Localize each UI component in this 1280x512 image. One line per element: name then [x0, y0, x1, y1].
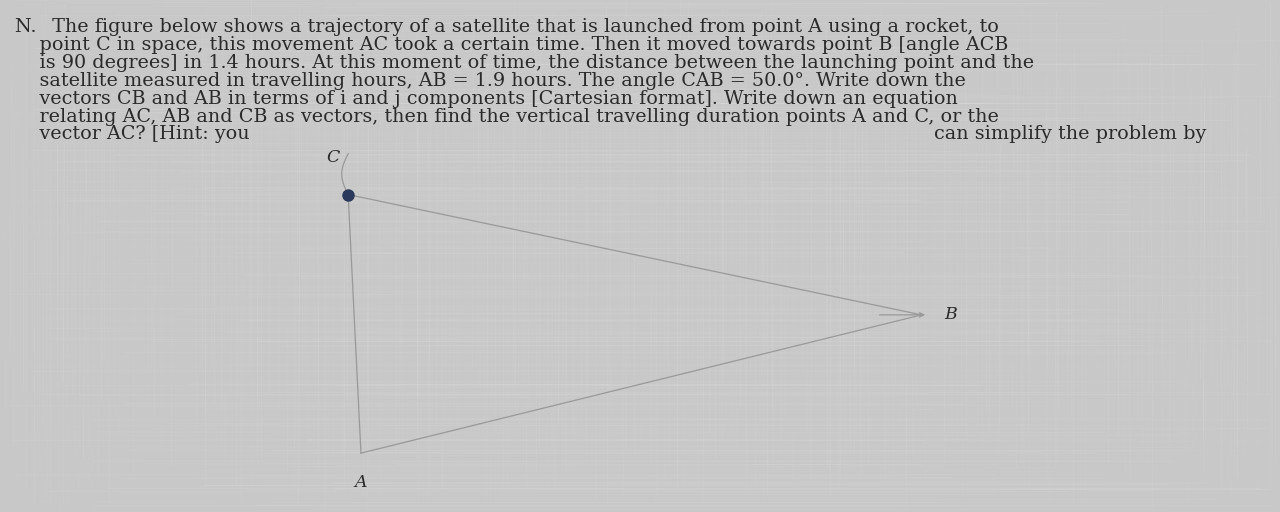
Text: C: C [326, 150, 339, 166]
Text: B: B [945, 306, 957, 324]
Text: vectors CB and AB in terms of i and j components [Cartesian format]. Write down : vectors CB and AB in terms of i and j co… [15, 90, 959, 108]
Text: can simplify the problem by: can simplify the problem by [934, 125, 1207, 143]
Text: N.  The figure below shows a trajectory of a satellite that is launched from poi: N. The figure below shows a trajectory o… [15, 18, 1000, 36]
Text: relating AC, AB and CB as vectors, then find the vertical travelling duration po: relating AC, AB and CB as vectors, then … [15, 108, 1000, 125]
Text: satellite measured in travelling hours, AB = 1.9 hours. The angle CAB = 50.0°. W: satellite measured in travelling hours, … [15, 72, 966, 90]
Text: point C in space, this movement AC took a certain time. Then it moved towards po: point C in space, this movement AC took … [15, 36, 1009, 54]
Text: is 90 degrees] in 1.4 hours. At this moment of time, the distance between the la: is 90 degrees] in 1.4 hours. At this mom… [15, 54, 1034, 72]
Text: A: A [355, 474, 367, 490]
Text: vector AC? [Hint: you: vector AC? [Hint: you [15, 125, 250, 143]
